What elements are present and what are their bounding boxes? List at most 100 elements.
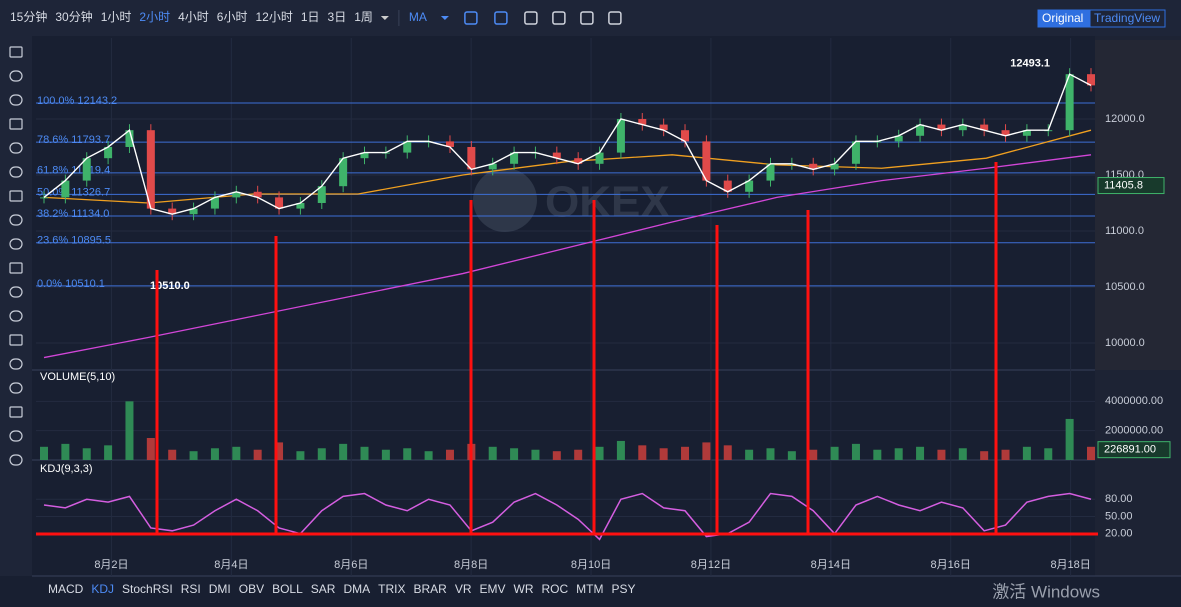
indicator-tab[interactable]: WR (514, 582, 534, 596)
y-tick-label: 10500.0 (1105, 281, 1145, 293)
drawing-tool[interactable] (9, 334, 23, 346)
toolbar-icon[interactable] (552, 11, 566, 25)
indicator-tab[interactable]: OBV (239, 582, 264, 596)
indicator-tab[interactable]: BRAR (413, 582, 447, 596)
candle (830, 163, 839, 170)
indicator-tab[interactable]: MACD (48, 582, 84, 596)
toolbar-icon[interactable] (608, 11, 622, 25)
interval-button[interactable]: 1小时 (101, 10, 132, 24)
indicator-tab[interactable]: DMA (343, 582, 370, 596)
volume-bar (980, 451, 989, 460)
drawing-tool[interactable] (9, 190, 23, 202)
indicator-tab[interactable]: StochRSI (122, 582, 173, 596)
indicator-tab[interactable]: TRIX (378, 582, 405, 596)
volume-bar (873, 449, 882, 460)
candle (916, 124, 925, 136)
indicator-tab[interactable]: EMV (479, 582, 505, 596)
volume-bar (574, 449, 583, 460)
y-tick-label: 2000000.00 (1105, 425, 1163, 437)
toolbar-icon[interactable] (494, 11, 508, 25)
view-button-bg[interactable] (1089, 9, 1166, 28)
volume-last: 226891.00 (1104, 444, 1156, 456)
drawing-tool[interactable] (9, 406, 23, 418)
drawing-tool[interactable] (9, 310, 23, 322)
volume-bar (146, 438, 155, 460)
interval-button[interactable]: 1日 (301, 10, 320, 24)
drawing-tool[interactable] (9, 166, 23, 178)
candle (360, 152, 369, 159)
indicator-menu[interactable]: MA (409, 10, 427, 24)
volume-bar (296, 451, 305, 460)
volume-last-box (1097, 441, 1171, 459)
toolbar-icon[interactable] (580, 11, 594, 25)
candle (510, 152, 519, 164)
candle (745, 180, 754, 192)
drawing-tool[interactable] (9, 358, 23, 370)
candle (894, 135, 903, 142)
volume-bar (317, 448, 326, 460)
interval-button[interactable]: 3日 (328, 10, 347, 24)
indicator-tab[interactable]: RSI (181, 582, 201, 596)
drawing-tool[interactable] (9, 94, 23, 106)
drawing-tool[interactable] (9, 382, 23, 394)
interval-button[interactable]: 4小时 (178, 10, 209, 24)
volume-bar (104, 445, 113, 460)
view-button[interactable]: TradingView (1094, 11, 1160, 25)
volume-bar (445, 449, 454, 460)
pane-title: VOLUME(5,10) (40, 371, 115, 383)
y-tick-label: 12000.0 (1105, 113, 1145, 125)
drawing-tool[interactable] (9, 238, 23, 250)
fib-label: 0.0% 10510.1 (37, 278, 105, 290)
interval-button[interactable]: 30分钟 (55, 9, 92, 24)
candle (702, 141, 711, 181)
interval-button[interactable]: 6小时 (217, 10, 248, 24)
candle (595, 152, 604, 164)
candle (168, 208, 177, 215)
volume-bar (339, 443, 348, 460)
volume-bar (766, 448, 775, 460)
indicator-tab[interactable]: MTM (576, 582, 603, 596)
drawing-tool[interactable] (9, 262, 23, 274)
interval-button[interactable]: 1周 (354, 10, 373, 24)
fib-label: 38.2% 11134.0 (37, 208, 109, 220)
candle (659, 124, 668, 131)
volume-bar (40, 446, 48, 460)
indicator-tab[interactable]: SAR (311, 582, 336, 596)
candle (210, 197, 219, 209)
interval-button[interactable]: 15分钟 (10, 9, 47, 24)
candle (445, 141, 454, 147)
drawing-tool[interactable] (9, 214, 23, 226)
volume-bar (488, 446, 497, 460)
candle (189, 208, 198, 215)
pane-title: KDJ(9,3,3) (40, 463, 93, 475)
drawing-tool[interactable] (9, 70, 23, 82)
candle (1001, 130, 1010, 136)
view-button[interactable]: Original (1042, 11, 1083, 25)
x-tick-label: 8月14日 (811, 559, 851, 571)
candle (616, 118, 625, 153)
indicator-tab[interactable]: KDJ (91, 582, 114, 596)
drawing-tool[interactable] (9, 118, 23, 130)
drawing-tool[interactable] (9, 430, 23, 442)
indicator-tab[interactable]: DMI (209, 582, 231, 596)
drawing-tool[interactable] (9, 454, 23, 466)
drawing-tool[interactable] (9, 142, 23, 154)
drawing-tool[interactable] (9, 46, 23, 58)
indicator-tab[interactable]: ROC (542, 582, 569, 596)
volume-bar (1065, 418, 1074, 460)
volume-bar (424, 451, 433, 460)
interval-button[interactable]: 12小时 (255, 10, 292, 24)
x-tick-label: 8月10日 (571, 559, 611, 571)
indicator-tab[interactable]: PSY (612, 582, 636, 596)
volume-bar (916, 446, 925, 460)
toolbar-icon[interactable] (464, 11, 478, 25)
indicator-tab[interactable]: VR (455, 582, 472, 596)
drawing-tool[interactable] (9, 286, 23, 298)
toolbar-icon[interactable] (524, 11, 538, 25)
interval-button[interactable]: 2小时 (139, 10, 170, 24)
indicator-tab[interactable]: BOLL (272, 582, 303, 596)
os-notice: 激活 Windows (992, 582, 1100, 601)
candle (317, 186, 326, 203)
candle (253, 191, 262, 198)
